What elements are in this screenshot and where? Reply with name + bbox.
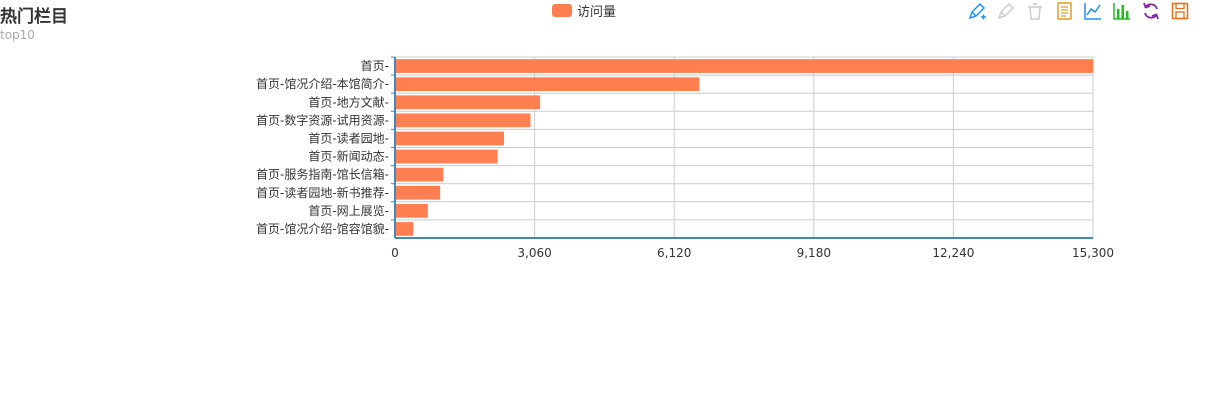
x-tick-label: 0 (391, 246, 399, 260)
mark-undo-icon[interactable] (995, 0, 1017, 22)
y-tick-label: 首页-数字资源-试用资源- (256, 112, 389, 127)
bar (396, 222, 414, 236)
bar (396, 95, 541, 110)
y-tick-label: 首页-读者园地-新书推荐- (256, 185, 389, 200)
bar (396, 185, 441, 200)
y-tick-label: 首页- (361, 59, 389, 73)
save-image-icon[interactable] (1169, 0, 1191, 22)
x-tick-label: 12,240 (932, 246, 974, 260)
legend-item[interactable]: 访问量 (552, 1, 616, 20)
data-view-icon[interactable] (1053, 0, 1075, 22)
chart-title: 热门栏目 (0, 7, 68, 27)
line-chart-icon[interactable] (1082, 0, 1104, 22)
bar (396, 149, 498, 164)
y-tick-label: 首页-馆况介绍-馆容馆貌- (256, 221, 389, 236)
y-tick-label: 首页-网上展览- (308, 203, 389, 218)
bar (396, 131, 505, 146)
y-tick-label: 首页-地方文献- (308, 94, 389, 109)
mark-pen-icon[interactable] (966, 0, 988, 22)
y-tick-label: 首页-服务指南-馆长信箱- (256, 167, 389, 182)
bar (396, 113, 531, 128)
x-tick-label: 15,300 (1072, 246, 1114, 260)
bar (396, 59, 1093, 73)
y-tick-label: 首页-读者园地- (308, 131, 389, 145)
legend-label: 访问量 (577, 5, 617, 20)
chart-subtitle: top10 (0, 28, 35, 42)
x-tick-label: 3,060 (517, 246, 551, 260)
bar (396, 167, 444, 182)
restore-icon[interactable] (1140, 0, 1162, 22)
bar (396, 203, 428, 218)
x-tick-label: 9,180 (797, 246, 831, 260)
y-tick-label: 首页-馆况介绍-本馆简介- (256, 76, 389, 91)
y-tick-label: 首页-新闻动态- (308, 149, 389, 164)
mark-clear-icon[interactable] (1024, 0, 1046, 22)
bar (396, 77, 700, 92)
x-tick-label: 6,120 (657, 246, 691, 260)
bar-chart-icon[interactable] (1111, 0, 1133, 22)
legend-swatch (552, 4, 572, 17)
toolbox (966, 0, 1191, 22)
